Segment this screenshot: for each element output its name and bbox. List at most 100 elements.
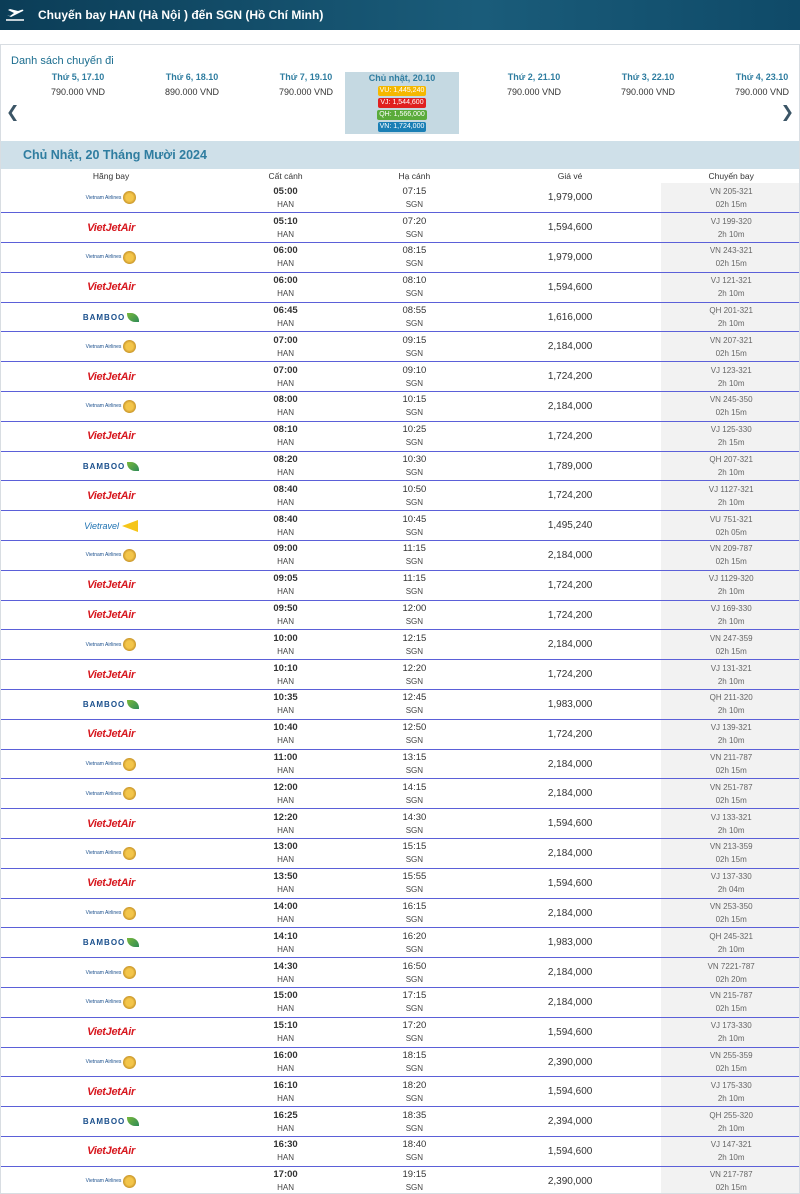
flight-code: VN 251-787 [709, 782, 753, 792]
arrival-airport: SGN [405, 1123, 424, 1133]
triangle-icon [121, 519, 138, 532]
departure-airport: HAN [277, 438, 294, 448]
flight-row[interactable]: Vietnam Airlines 08:00 HAN 10:15 SGN 2,184,00… [1, 391, 799, 422]
flight-row[interactable]: Vietnam Airlines 12:00 HAN 14:15 SGN 2,184,00… [1, 778, 799, 810]
arrival-airport: SGN [405, 676, 424, 686]
departure-cell: 12:00 HAN [221, 778, 350, 810]
flight-row[interactable]: VietJetAir 10:10 HAN 12:20 SGN 1,724,200 VJ 13… [1, 659, 799, 691]
arrival-airport: SGN [405, 378, 424, 388]
departure-cell: 10:40 HAN [221, 719, 350, 750]
flight-row[interactable]: Vietnam Airlines 16:00 HAN 18:15 SGN 2,390,00… [1, 1047, 799, 1078]
arrival-airport: SGN [405, 1034, 424, 1044]
date-option[interactable]: Chủ nhật, 20.10 VU: 1,445,240 VJ: 1,544,60… [345, 72, 459, 134]
date-option[interactable]: Thứ 5, 17.10 790.000 VND [21, 72, 135, 98]
flight-row[interactable]: Vietnam Airlines 06:00 HAN 08:15 SGN 1,979,00… [1, 242, 799, 273]
flight-code: VN 215-787 [709, 991, 753, 1001]
flight-code: VN 247-359 [709, 633, 753, 643]
airline-cell: BAMBOO [1, 1106, 222, 1137]
date-option[interactable]: Thứ 3, 22.10 790.000 VND [591, 72, 705, 98]
date-option[interactable]: Thứ 7, 19.10 790.000 VND [249, 72, 363, 98]
date-option[interactable]: Thứ 6, 18.10 890.000 VND [135, 72, 249, 98]
arrival-cell: 18:20 SGN [349, 1076, 479, 1108]
arrival-airport: SGN [405, 348, 424, 358]
flight-code: VN 7221-787 [707, 961, 755, 971]
flight-row[interactable]: BAMBOO 14:10 HAN 16:20 SGN 1,983,000 QH 245-32… [1, 927, 799, 959]
flight-row[interactable]: BAMBOO 08:20 HAN 10:30 SGN 1,789,000 QH 207-32… [1, 451, 799, 482]
flight-code: VN 209-787 [709, 544, 753, 554]
leaf-icon [127, 312, 140, 322]
flight-row[interactable]: VietJetAir 05:10 HAN 07:20 SGN 1,594,600 VJ 19… [1, 212, 799, 244]
arrival-cell: 13:15 SGN [349, 749, 479, 780]
fare-value: 1,594,600 [547, 281, 593, 293]
flight-cell: VN 7221-787 02h 20m [661, 957, 799, 989]
bamboo-logo: BAMBOO [83, 457, 140, 475]
flight-row[interactable]: Vietravel 08:40 HAN 10:45 SGN 1,495,240 VU 751… [1, 510, 799, 542]
flight-row[interactable]: VietJetAir 16:30 HAN 18:40 SGN 1,594,600 VJ 14… [1, 1136, 799, 1167]
airline-cell: Vietnam Airlines [1, 987, 222, 1018]
flight-duration: 2h 10m [717, 229, 745, 239]
departure-airport: HAN [277, 795, 294, 805]
departure-cell: 08:20 HAN [221, 451, 350, 482]
fare-value: 1,979,000 [547, 251, 593, 263]
flight-row[interactable]: Vietnam Airlines 05:00 HAN 07:15 SGN 1,979,00… [1, 183, 799, 214]
arrival-time: 10:25 [402, 424, 427, 436]
flight-code: QH 201-321 [709, 306, 753, 316]
flight-duration: 2h 15m [717, 438, 745, 448]
flight-row[interactable]: Vietnam Airlines 14:30 HAN 16:50 SGN 2,184,00… [1, 957, 799, 989]
flight-row[interactable]: VietJetAir 10:40 HAN 12:50 SGN 1,724,200 VJ 13… [1, 719, 799, 750]
flight-row[interactable]: Vietnam Airlines 10:00 HAN 12:15 SGN 2,184,00… [1, 629, 799, 661]
departure-airport: HAN [277, 378, 294, 388]
airline-cell: Vietnam Airlines [1, 183, 222, 214]
date-option[interactable]: Thứ 2, 21.10 790.000 VND [477, 72, 591, 98]
price-cell: 1,983,000 [478, 927, 662, 959]
departure-cell: 10:00 HAN [221, 629, 350, 661]
departure-time: 12:00 [273, 781, 298, 793]
airline-cell: VietJetAir [1, 480, 222, 512]
flight-row[interactable]: VietJetAir 06:00 HAN 08:10 SGN 1,594,600 VJ 12… [1, 272, 799, 303]
flight-row[interactable]: VietJetAir 15:10 HAN 17:20 SGN 1,594,600 VJ 17… [1, 1017, 799, 1048]
flight-row[interactable]: Vietnam Airlines 07:00 HAN 09:15 SGN 2,184,00… [1, 331, 799, 363]
flight-row[interactable]: VietJetAir 07:00 HAN 09:10 SGN 1,724,200 VJ 12… [1, 361, 799, 393]
flight-row[interactable]: Vietnam Airlines 11:00 HAN 13:15 SGN 2,184,00… [1, 749, 799, 780]
flight-row[interactable]: Vietnam Airlines 15:00 HAN 17:15 SGN 2,184,00… [1, 987, 799, 1018]
price-cell: 1,616,000 [478, 302, 662, 333]
flight-cell: VN 245-350 02h 15m [661, 391, 799, 422]
arrival-airport: SGN [405, 468, 424, 478]
flight-row[interactable]: BAMBOO 06:45 HAN 08:55 SGN 1,616,000 QH 201-32… [1, 302, 799, 333]
arrival-time: 08:55 [402, 305, 427, 317]
date-option[interactable]: Thứ 4, 23.10 790.000 VND [705, 72, 799, 98]
arrival-cell: 12:00 SGN [349, 600, 479, 631]
flight-row[interactable]: VietJetAir 08:40 HAN 10:50 SGN 1,724,200 VJ 11… [1, 480, 799, 512]
flight-row[interactable]: VietJetAir 13:50 HAN 15:55 SGN 1,594,600 VJ 13… [1, 868, 799, 899]
flight-row[interactable]: VietJetAir 16:10 HAN 18:20 SGN 1,594,600 VJ 17… [1, 1076, 799, 1108]
page-header: Chuyến bay HAN (Hà Nội ) đến SGN (Hồ Chí… [0, 0, 800, 30]
flight-row[interactable]: VietJetAir 09:05 HAN 11:15 SGN 1,724,200 VJ 11… [1, 570, 799, 601]
arrival-cell: 10:30 SGN [349, 451, 479, 482]
flight-duration: 2h 04m [717, 885, 745, 895]
chevron-left-icon[interactable]: ❮ [6, 104, 20, 121]
flight-row[interactable]: VietJetAir 09:50 HAN 12:00 SGN 1,724,200 VJ 16… [1, 600, 799, 631]
departure-time: 08:00 [273, 394, 298, 406]
chevron-right-icon[interactable]: ❯ [780, 104, 794, 121]
departure-cell: 05:00 HAN [221, 183, 350, 214]
fare-value: 1,616,000 [547, 311, 593, 323]
flight-row[interactable]: Vietnam Airlines 17:00 HAN 19:15 SGN 2,390,00… [1, 1166, 799, 1193]
departure-airport: HAN [277, 527, 294, 537]
flight-row[interactable]: Vietnam Airlines 13:00 HAN 15:15 SGN 2,184,00… [1, 838, 799, 869]
flight-row[interactable]: Vietnam Airlines 09:00 HAN 11:15 SGN 2,184,00… [1, 540, 799, 571]
flight-row[interactable]: BAMBOO 10:35 HAN 12:45 SGN 1,983,000 QH 211-32… [1, 689, 799, 720]
vietravel-logo: Vietravel [84, 517, 138, 535]
departure-cell: 16:30 HAN [221, 1136, 350, 1167]
departure-cell: 16:10 HAN [221, 1076, 350, 1108]
flight-row[interactable]: Vietnam Airlines 14:00 HAN 16:15 SGN 2,184,00… [1, 898, 799, 929]
vietnam-airlines-logo: Vietnam Airlines [86, 755, 137, 773]
fare-value: 1,724,200 [547, 609, 593, 621]
flight-row[interactable]: BAMBOO 16:25 HAN 18:35 SGN 2,394,000 QH 255-32… [1, 1106, 799, 1137]
departure-airport: HAN [277, 706, 294, 716]
flight-row[interactable]: VietJetAir 12:20 HAN 14:30 SGN 1,594,600 VJ 13… [1, 808, 799, 840]
flight-row[interactable]: VietJetAir 08:10 HAN 10:25 SGN 1,724,200 VJ 12… [1, 421, 799, 452]
departure-time: 07:00 [273, 334, 298, 346]
flight-cell: VN 217-787 02h 15m [661, 1166, 799, 1193]
flight-duration: 02h 15m [715, 348, 747, 358]
flight-cell: VJ 121-321 2h 10m [661, 272, 799, 303]
